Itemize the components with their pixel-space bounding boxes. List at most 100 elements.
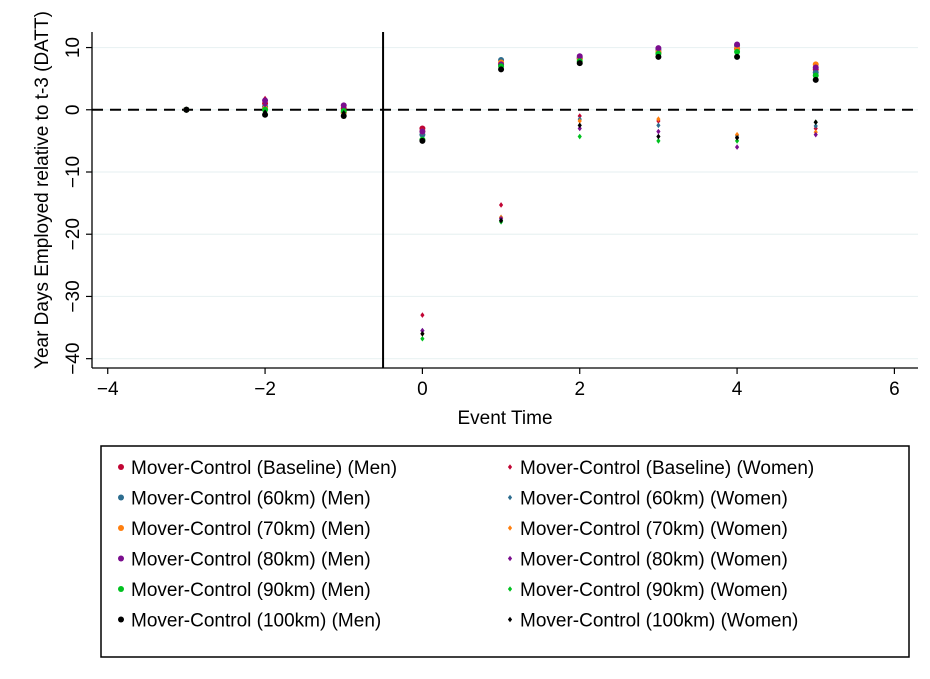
legend-item-7: Mover-Control (80km) (Women) [507, 550, 788, 571]
y-axis-label: Year Days Employed relative to t-3 (DATT… [32, 11, 53, 369]
point-s6-x3 [655, 45, 662, 52]
legend-item-3: Mover-Control (60km) (Women) [507, 489, 788, 510]
series-11 [184, 106, 818, 337]
x-tick-label-1: −2 [254, 379, 276, 400]
legend-label-4: Mover-Control (70km) (Men) [131, 519, 371, 540]
point-s5-x4 [734, 131, 740, 138]
legend-label-2: Mover-Control (60km) (Men) [131, 489, 371, 510]
x-axis-ticks: −4 −2 0 2 4 6 [97, 368, 900, 400]
point-s7-x-2 [262, 102, 268, 108]
legend-item-0: Mover-Control (Baseline) (Men) [118, 458, 397, 479]
point-s5-x2 [577, 118, 582, 124]
legend-marker-3 [507, 494, 513, 501]
point-s11-x2 [577, 122, 582, 129]
legend-item-1: Mover-Control (Baseline) (Women) [507, 458, 814, 479]
y-tick-label-0: 10 [63, 37, 84, 58]
legend-label-11: Mover-Control (100km) (Women) [520, 611, 798, 632]
legend-label-0: Mover-Control (Baseline) (Men) [131, 458, 397, 479]
y-tick-label-5: −40 [63, 343, 84, 375]
point-s9-x0 [420, 335, 425, 342]
legend-item-10: Mover-Control (100km) (Men) [118, 611, 381, 632]
point-s11-x-2 [262, 109, 268, 116]
legend-item-5: Mover-Control (70km) (Women) [507, 519, 788, 540]
legend-label-9: Mover-Control (90km) (Women) [520, 580, 788, 601]
x-tick-label-4: 4 [732, 379, 743, 400]
legend-marker-2 [118, 494, 124, 501]
legend-box [100, 445, 910, 658]
point-s10-x5 [812, 76, 819, 83]
point-s10-x1 [498, 66, 505, 73]
y-tick-label-1: 0 [63, 104, 84, 115]
point-s7-x4 [734, 144, 740, 150]
point-s1-x0 [420, 312, 425, 318]
point-s11-x5 [813, 119, 818, 126]
legend-label-5: Mover-Control (70km) (Women) [520, 519, 788, 540]
point-s7-x5 [813, 131, 818, 138]
legend-marker-9 [507, 586, 513, 592]
point-s6-x0 [419, 128, 426, 135]
legend-marker-5 [507, 525, 513, 531]
point-s1-x1 [498, 202, 504, 208]
point-s10-x4 [734, 53, 741, 60]
legend-marker-1 [507, 464, 513, 470]
x-tick-label-5: 6 [889, 379, 900, 400]
point-s11-x1 [498, 217, 504, 224]
data-points [183, 41, 819, 342]
legend-item-6: Mover-Control (80km) (Men) [118, 550, 371, 571]
gridlines [92, 46, 918, 360]
legend-label-6: Mover-Control (80km) (Men) [131, 550, 371, 571]
point-s7-x2 [577, 125, 582, 132]
point-s10-x2 [576, 60, 583, 67]
point-s11-x0 [420, 330, 425, 337]
axes [91, 32, 918, 369]
point-s10-x0 [419, 137, 426, 144]
legend-item-4: Mover-Control (70km) (Men) [118, 519, 371, 540]
point-s7-x0 [420, 327, 425, 334]
point-s11-x3 [656, 133, 661, 140]
point-s3-x5 [813, 123, 818, 129]
legend-marker-6 [118, 555, 124, 562]
legend-marker-11 [507, 616, 513, 623]
y-tick-label-2: −10 [63, 156, 84, 188]
x-tick-label-2: 0 [417, 379, 428, 400]
legend-marker-4 [118, 525, 124, 531]
point-s1-x2 [577, 113, 582, 119]
legend-item-9: Mover-Control (90km) (Women) [507, 580, 788, 601]
legend-label-8: Mover-Control (90km) (Men) [131, 580, 371, 601]
legend-label-7: Mover-Control (80km) (Women) [520, 550, 788, 571]
legend-item-8: Mover-Control (90km) (Men) [118, 580, 371, 601]
legend-marker-7 [507, 555, 513, 562]
point-s6-x2 [576, 53, 583, 60]
point-s5-x3 [656, 116, 661, 122]
y-axis-ticks: 10 0 −10 −20 −30 −40 [63, 37, 92, 375]
point-s9-x4 [734, 138, 740, 144]
legend-item-11: Mover-Control (100km) (Women) [507, 611, 798, 632]
point-s10-x3 [655, 53, 662, 60]
x-tick-label-3: 2 [574, 379, 585, 400]
point-s11-x4 [734, 134, 740, 141]
x-axis-label: Event Time [457, 408, 552, 429]
point-s6-x4 [734, 41, 741, 48]
legend-label-10: Mover-Control (100km) (Men) [131, 611, 381, 632]
legend-marker-10 [118, 616, 124, 623]
reference-lines [92, 32, 918, 368]
y-tick-label-4: −30 [63, 280, 84, 312]
point-s9-x2 [577, 133, 582, 140]
y-tick-label-3: −20 [63, 218, 84, 250]
point-s6-x-2 [262, 97, 269, 104]
point-s8-x5 [812, 72, 819, 79]
point-s8-x4 [734, 48, 741, 55]
point-s10-x-1 [340, 113, 347, 119]
x-tick-label-0: −4 [97, 379, 119, 400]
legend: Mover-Control (Baseline) (Men) Mover-Cont… [118, 458, 814, 632]
point-s11-x-3 [184, 106, 189, 113]
legend-label-1: Mover-Control (Baseline) (Women) [520, 458, 814, 479]
legend-marker-0 [118, 464, 124, 470]
point-s6-x-1 [340, 102, 347, 109]
point-s6-x5 [812, 64, 819, 71]
legend-label-3: Mover-Control (60km) (Women) [520, 489, 788, 510]
point-s11-x-1 [341, 110, 346, 116]
point-s7-x3 [656, 128, 661, 135]
legend-item-2: Mover-Control (60km) (Men) [118, 489, 371, 510]
